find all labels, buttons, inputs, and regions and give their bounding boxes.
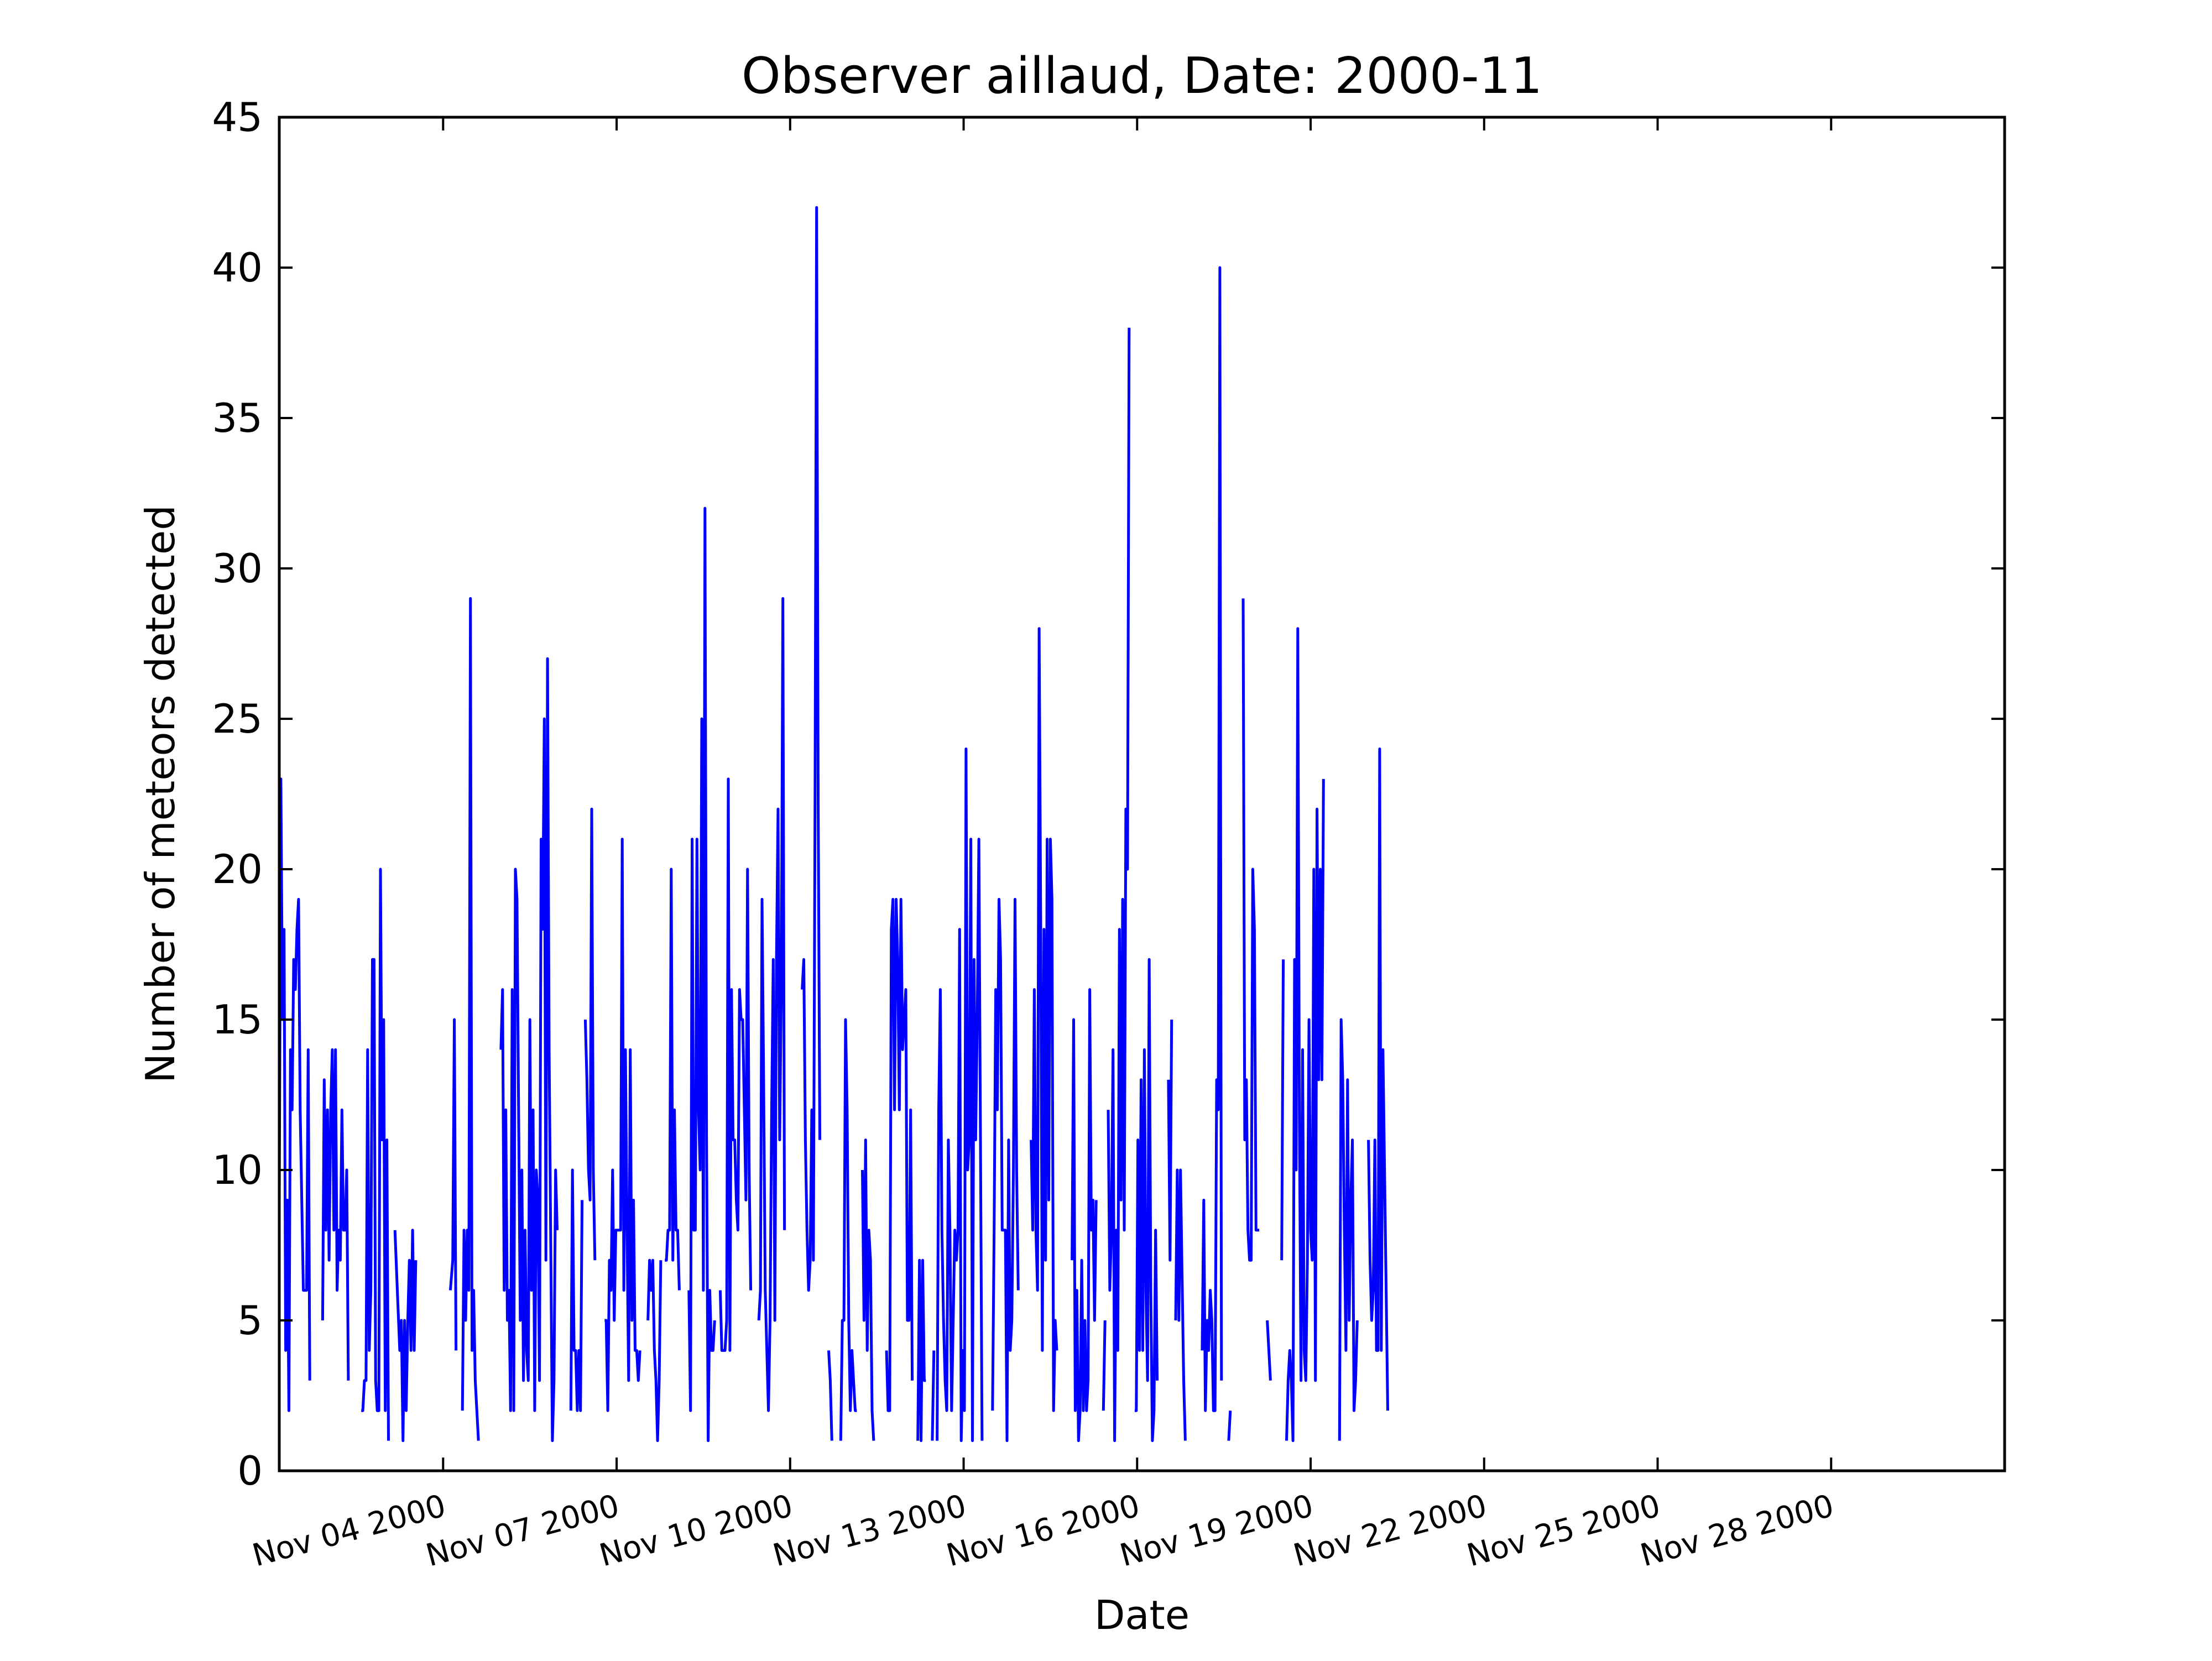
series-segment-7: [569, 1168, 584, 1412]
y-tick-label: 5: [237, 1297, 263, 1344]
x-tick-label: Nov 28 2000: [1637, 1488, 1838, 1574]
series-segment-27: [1107, 327, 1131, 1443]
series-segment-24: [1030, 627, 1058, 1412]
series-segment-14: [757, 597, 786, 1412]
series-segment-18: [861, 1138, 875, 1441]
series-segment-3: [393, 1229, 418, 1443]
y-tick-label: 35: [212, 395, 263, 441]
series-segment-0: [278, 777, 311, 1412]
series-segment-15: [801, 206, 821, 1292]
y-tick-label: 10: [212, 1147, 263, 1193]
series-segment-20: [916, 1258, 926, 1443]
series-segment-29: [1167, 1019, 1173, 1262]
x-tick-label: Nov 22 2000: [1290, 1488, 1490, 1574]
series-segment-22: [936, 747, 984, 1443]
series-segment-6: [499, 657, 559, 1443]
series-segment-25: [1071, 988, 1098, 1443]
x-tick-label: Nov 10 2000: [596, 1488, 796, 1574]
series-segment-34: [1266, 1320, 1272, 1381]
series-segment-8: [583, 807, 597, 1261]
chart-title: Observer aillaud, Date: 2000-11: [742, 47, 1542, 105]
x-tick-label: Nov 07 2000: [422, 1488, 623, 1574]
x-tick-label: Nov 13 2000: [769, 1488, 970, 1574]
y-axis-label: Number of meteors detected: [137, 505, 184, 1083]
y-tick-label: 40: [212, 244, 263, 291]
series-segment-13: [718, 777, 753, 1352]
series-segment-10: [646, 1258, 662, 1443]
series-layer: [278, 206, 1389, 1443]
series-segment-30: [1174, 1168, 1187, 1441]
y-axis: 0 5 10 15 20 25 30 35 40 45: [212, 94, 2005, 1494]
series-segment-19: [885, 897, 914, 1412]
series-segment-35: [1280, 959, 1285, 1261]
series-segment-36: [1285, 627, 1325, 1443]
series-segment-32: [1227, 1411, 1232, 1441]
y-tick-label: 20: [212, 846, 263, 892]
x-axis-label: Date: [1094, 1592, 1190, 1638]
y-tick-label: 30: [212, 545, 263, 592]
series-segment-5: [461, 597, 480, 1441]
x-tick-label: Nov 25 2000: [1463, 1488, 1664, 1574]
y-tick-label: 0: [237, 1448, 263, 1494]
series-segment-2: [361, 868, 390, 1441]
series-segment-21: [931, 1350, 936, 1441]
x-tick-label: Nov 19 2000: [1116, 1488, 1317, 1574]
x-tick-label: Nov 04 2000: [249, 1488, 450, 1574]
plot-frame: [278, 116, 2006, 1472]
series-segment-23: [991, 897, 1020, 1443]
x-tick-label: Nov 16 2000: [943, 1488, 1144, 1574]
series-segment-26: [1102, 1320, 1107, 1411]
series-segment-11: [665, 868, 681, 1291]
y-tick-label: 45: [212, 94, 263, 140]
series-segment-9: [604, 838, 641, 1412]
series-segment-33: [1241, 598, 1260, 1262]
series-segment-28: [1134, 958, 1159, 1443]
series-segment-37: [1338, 1018, 1359, 1441]
series-segment-16: [827, 1350, 833, 1441]
series-segment-38: [1367, 747, 1389, 1411]
series-segment-31: [1201, 266, 1223, 1412]
y-tick-label: 15: [212, 996, 263, 1043]
series-segment-1: [321, 1048, 350, 1381]
series-segment-17: [839, 1018, 857, 1441]
series-segment-12: [687, 506, 716, 1443]
y-tick-label: 25: [212, 696, 263, 742]
series-segment-4: [448, 1018, 458, 1351]
